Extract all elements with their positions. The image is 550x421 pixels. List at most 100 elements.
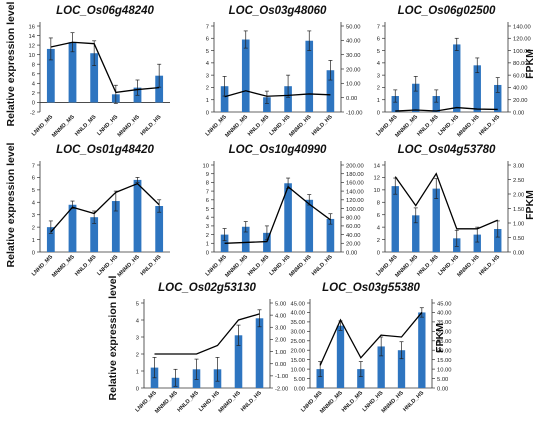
bar [263,232,271,252]
category-label: MNMD_HS [456,114,480,138]
left-tick-label: 10 [374,188,380,194]
right-tick-label: 100.00 [513,49,531,55]
left-tick-label: 10.00 [290,367,305,373]
left-tick-label: 0 [206,250,209,256]
left-tick-label: 30.00 [290,330,305,336]
bar [336,325,345,388]
right-axis-label-row3: FPKM [434,323,446,353]
left-tick-label: 3 [32,213,35,219]
category-label: HNLD_HS [140,254,163,277]
left-tick-label: 3 [206,73,209,79]
bar [284,86,292,112]
category-label: MNMD_HS [117,254,141,278]
bar [305,199,314,252]
left-tick-label: -2 [30,110,35,116]
right-tick-label: 60.00 [346,224,361,230]
chart-title: LOC_Os03g48060 [229,5,327,17]
chart-panel-3: LOC_Os06g02500 0 1 2 3 4 5 6 7 0.00 20.00 40.00 60.0… [375,5,530,139]
category-label: HNLD_MS [74,114,98,138]
right-tick-label: 2.00 [513,192,524,198]
right-tick-label: 25.00 [437,339,452,345]
bar [391,186,399,252]
right-tick-label: 180.00 [346,172,364,178]
chart-panel-6: LOC_Os04g53780 0 2 4 6 8 10 12 14 0.00 0.50 1.00 1.5… [374,144,525,279]
bar [90,53,99,103]
left-tick-label: 2 [136,352,139,358]
left-tick-label: 0 [377,250,380,256]
fpkm-line [394,172,499,230]
fpkm-line [50,182,160,233]
chart-panel-2: LOC_Os03g48060 0 1 2 3 4 5 6 7 -10.00 0.00 10.00 20.… [205,5,363,139]
right-tick-label: 5.00 [437,377,448,383]
left-tick-label: 4 [32,201,36,207]
left-tick-label: 5.00 [294,377,305,383]
category-label: MNMD_HS [288,114,312,138]
bar [46,227,55,252]
bar [155,75,164,103]
bar [432,188,440,252]
left-tick-label: 12 [29,43,35,49]
bar [326,70,335,112]
left-tick-label: 25.00 [290,339,305,345]
category-label: MNMD_MS [224,254,249,279]
left-tick-label: 6 [32,176,35,182]
bar [68,42,77,103]
right-tick-label: 120.00 [513,37,531,43]
bar [46,48,55,103]
right-tick-label: 2.50 [513,178,524,184]
bar [326,218,335,252]
category-label: MNMD_HS [381,390,405,414]
left-tick-label: 2 [206,233,209,239]
left-tick-label: 5 [32,188,35,194]
right-tick-label: 0.50 [513,236,524,242]
right-tick-label: 0.00 [346,250,357,256]
right-tick-label: 1.50 [513,207,524,213]
right-tick-label: 80.00 [346,216,361,222]
right-tick-label: 1.00 [513,221,524,227]
left-axis-label-row1: Relative expression level [5,1,17,127]
right-tick-label: -10.00 [346,110,362,116]
right-tick-label: 160.00 [346,181,364,187]
right-tick-label: 0.00 [437,386,448,392]
right-tick-label: 20.00 [513,98,528,104]
category-label: MNMD_HS [218,390,242,414]
left-tick-label: 6 [206,198,209,204]
left-tick-label: 4 [136,318,140,324]
right-tick-label: 20.00 [346,67,361,73]
right-tick-label: 1.00 [275,350,286,356]
left-tick-label: 2 [377,238,380,244]
bar [412,215,420,252]
fpkm-line [224,185,331,244]
left-tick-label: 1 [377,98,380,104]
chart-panel-1: LOC_Os06g48240-20246810121416LNHD_MSMNMD… [29,5,170,139]
right-tick-label: 30.00 [346,53,361,59]
left-tick-label: 8 [206,181,209,187]
category-label: HNLD_MS [247,254,271,278]
left-tick-label: 4 [206,61,210,67]
chart-panel-5: LOC_Os10g409900123456789100.0020.0040.00… [203,144,364,279]
right-tick-label: 0.00 [513,110,524,116]
right-tick-label: 140.00 [513,24,531,30]
right-tick-label: 4.00 [275,313,286,319]
chart-panel-4: LOC_Os01g4842001234567LNHD_MSMNMD_MSHNLD… [31,144,170,279]
bar [357,369,365,388]
bar [397,350,406,388]
left-tick-label: 7 [206,189,209,195]
bar [494,229,502,252]
right-tick-label: 10.00 [437,367,452,373]
right-tick-label: 3.00 [513,163,524,169]
left-axis-label-row3: Relative expression level [107,275,119,401]
category-label: HNLD_HS [478,114,501,137]
left-tick-label: 14 [374,163,381,169]
right-tick-label: 120.00 [346,198,364,204]
bar [473,65,481,112]
fpkm-line [224,90,331,98]
left-tick-label: 2 [32,91,35,97]
left-tick-label: 7 [377,24,380,30]
bar [241,226,250,252]
right-tick-label: 100.00 [346,207,364,213]
right-tick-label: 20.00 [346,242,361,248]
category-label: MNMD_HS [117,114,141,138]
bar [473,234,481,252]
